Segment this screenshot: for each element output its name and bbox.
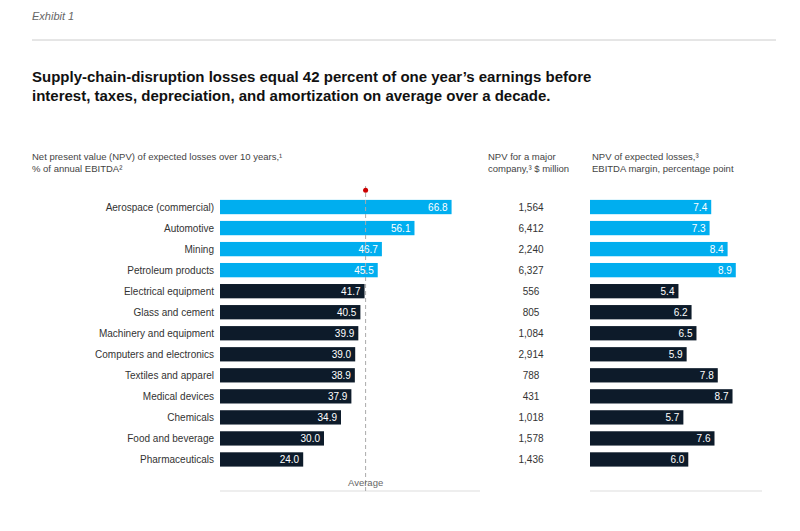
data-label: 41.7: [341, 286, 361, 297]
bar: [590, 452, 688, 466]
npv-value: 6,412: [518, 223, 543, 234]
npv-value: 1,084: [518, 328, 543, 339]
data-label: 34.9: [318, 412, 338, 423]
bar: [590, 410, 683, 424]
column-header: NPV for a major: [488, 151, 556, 162]
npv-value: 2,914: [518, 349, 543, 360]
column-header: company,³ $ million: [488, 163, 569, 174]
bar: [590, 431, 714, 445]
category-label: Petroleum products: [127, 265, 214, 276]
npv-value: 788: [523, 370, 540, 381]
bar: [590, 368, 718, 382]
data-label: 5.9: [669, 349, 683, 360]
data-label: 39.0: [332, 349, 352, 360]
data-label: 39.9: [335, 328, 355, 339]
bar: [220, 389, 351, 403]
bar: [220, 431, 324, 445]
category-label: Automotive: [164, 223, 214, 234]
average-dot: [363, 188, 368, 193]
npv-value: 1,578: [518, 433, 543, 444]
data-label: 56.1: [391, 223, 411, 234]
bar: [220, 368, 355, 382]
category-label: Textiles and apparel: [125, 370, 214, 381]
category-label: Chemicals: [167, 412, 214, 423]
bar: [590, 263, 736, 277]
data-label: 8.9: [718, 265, 732, 276]
bar: [590, 305, 692, 319]
data-label: 38.9: [331, 370, 351, 381]
npv-value: 805: [523, 307, 540, 318]
exhibit-label: Exhibit 1: [32, 10, 74, 22]
data-label: 30.0: [301, 433, 321, 444]
column-header: EBITDA margin, percentage point: [592, 163, 734, 174]
npv-value: 6,327: [518, 265, 543, 276]
title: Supply-chain-disruption losses equal 42 …: [32, 68, 591, 85]
npv-value: 1,018: [518, 412, 543, 423]
bar: [220, 242, 382, 256]
data-label: 37.9: [328, 391, 348, 402]
bar: [590, 284, 678, 298]
data-label: 24.0: [280, 454, 300, 465]
bar: [590, 242, 728, 256]
column-header: % of annual EBITDA²: [32, 163, 122, 174]
category-label: Food and beverage: [127, 433, 214, 444]
data-label: 46.7: [358, 244, 378, 255]
npv-value: 431: [523, 391, 540, 402]
data-label: 7.4: [693, 202, 707, 213]
chart: Exhibit 1 Supply-chain-disruption losses …: [0, 0, 800, 531]
x-axis-line: [590, 491, 762, 492]
data-label: 66.8: [428, 202, 448, 213]
column-header: Net present value (NPV) of expected loss…: [32, 151, 282, 162]
average-line: [365, 186, 366, 491]
separator: [32, 40, 776, 41]
bar: [220, 347, 355, 361]
title: interest, taxes, depreciation, and amort…: [32, 87, 551, 104]
category-label: Machinery and equipment: [99, 328, 214, 339]
category-label: Pharmaceuticals: [140, 454, 214, 465]
data-label: 7.3: [692, 223, 706, 234]
bar: [220, 263, 378, 277]
bar: [590, 200, 711, 214]
npv-value: 1,436: [518, 454, 543, 465]
x-axis-line: [220, 491, 480, 492]
category-label: Mining: [185, 244, 214, 255]
data-label: 6.5: [679, 328, 693, 339]
category-label: Electrical equipment: [124, 286, 214, 297]
bar: [220, 221, 414, 235]
category-label: Glass and cement: [133, 307, 214, 318]
data-label: 5.7: [665, 412, 679, 423]
data-label: 45.5: [354, 265, 374, 276]
bar: [220, 284, 365, 298]
data-label: 6.0: [670, 454, 684, 465]
bar: [590, 221, 710, 235]
bar: [220, 410, 341, 424]
category-label: Medical devices: [143, 391, 214, 402]
data-label: 7.8: [700, 370, 714, 381]
column-header: NPV of expected losses,³: [592, 151, 699, 162]
data-label: 6.2: [674, 307, 688, 318]
bars: [220, 200, 452, 467]
bar: [590, 326, 696, 340]
npv-value: 1,564: [518, 202, 543, 213]
data-label: 40.5: [337, 307, 357, 318]
data-label: 5.4: [661, 286, 675, 297]
bar: [220, 200, 452, 214]
bar: [220, 326, 358, 340]
bars: [590, 200, 736, 467]
bar: [590, 347, 687, 361]
category-label: Computers and electronics: [95, 349, 214, 360]
bar: [220, 305, 360, 319]
data-label: 8.4: [710, 244, 724, 255]
bar: [220, 452, 303, 466]
npv-value: 2,240: [518, 244, 543, 255]
npv-value: 556: [523, 286, 540, 297]
category-label: Aerospace (commercial): [106, 202, 214, 213]
data-label: 8.7: [715, 391, 729, 402]
bar: [590, 389, 733, 403]
data-label: 7.6: [697, 433, 711, 444]
average-label: Average: [348, 477, 383, 488]
